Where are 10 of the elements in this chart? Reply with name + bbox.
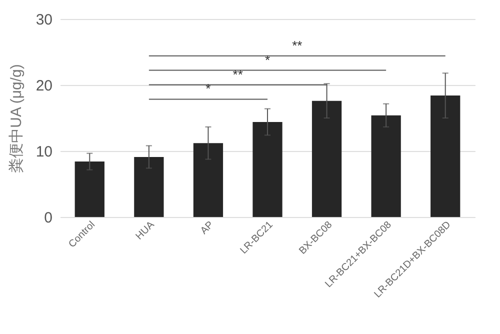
y-axis-title: 粪便中UA (μg/g)	[8, 64, 25, 173]
y-tick-label: 10	[36, 144, 52, 160]
annotation: *	[206, 81, 211, 96]
annotation: *	[264, 52, 270, 68]
annotation: **	[292, 38, 302, 53]
y-tick-label: 0	[44, 210, 52, 226]
y-tick-label: 20	[36, 78, 52, 94]
annotation: **	[232, 66, 243, 82]
x-tick-label: AP	[198, 219, 216, 237]
y-tick-label: 30	[36, 12, 52, 28]
